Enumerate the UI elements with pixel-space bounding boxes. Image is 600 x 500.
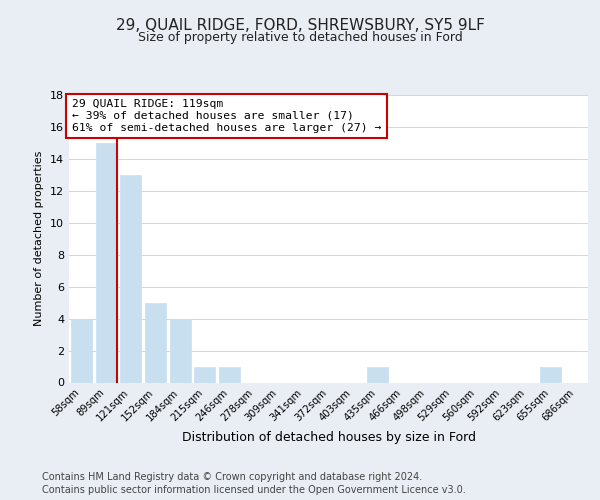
Text: 29 QUAIL RIDGE: 119sqm
← 39% of detached houses are smaller (17)
61% of semi-det: 29 QUAIL RIDGE: 119sqm ← 39% of detached…: [71, 100, 381, 132]
Y-axis label: Number of detached properties: Number of detached properties: [34, 151, 44, 326]
Text: 29, QUAIL RIDGE, FORD, SHREWSBURY, SY5 9LF: 29, QUAIL RIDGE, FORD, SHREWSBURY, SY5 9…: [116, 18, 484, 32]
Bar: [194, 366, 215, 382]
Bar: [170, 318, 191, 382]
Bar: [120, 175, 141, 382]
Text: Size of property relative to detached houses in Ford: Size of property relative to detached ho…: [137, 32, 463, 44]
X-axis label: Distribution of detached houses by size in Ford: Distribution of detached houses by size …: [182, 432, 476, 444]
Bar: [219, 366, 240, 382]
Bar: [367, 366, 388, 382]
Bar: [541, 366, 562, 382]
Text: Contains public sector information licensed under the Open Government Licence v3: Contains public sector information licen…: [42, 485, 466, 495]
Text: Contains HM Land Registry data © Crown copyright and database right 2024.: Contains HM Land Registry data © Crown c…: [42, 472, 422, 482]
Bar: [95, 143, 116, 382]
Bar: [145, 302, 166, 382]
Bar: [71, 318, 92, 382]
